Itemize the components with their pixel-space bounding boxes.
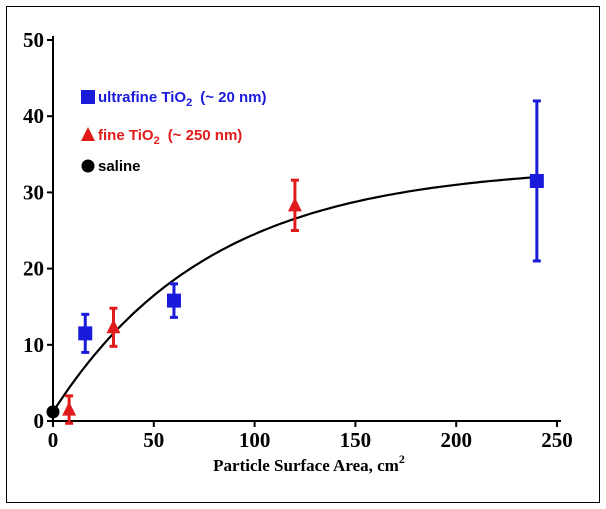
fine-point: [287, 197, 302, 212]
y-tick-label: 40: [23, 104, 44, 128]
y-tick-label: 30: [23, 180, 44, 204]
saline-point: [46, 405, 60, 419]
fine-point: [62, 401, 77, 416]
chart-plot: 0 50 100 150 200 250 0 10 20 30 40 50 ultrafine TiO…: [23, 28, 573, 475]
x-tick-label: 0: [48, 428, 59, 452]
data-marks: [46, 99, 544, 425]
x-tick-label: 150: [340, 428, 372, 452]
axes: 0 50 100 150 200 250 0 10 20 30 40 50: [23, 28, 573, 452]
y-tick-label: 20: [23, 257, 44, 281]
legend: ultrafine TiO2 (~ 20 nm) fine TiO2 (~ 250 n…: [81, 89, 266, 175]
y-tick-label: 10: [23, 333, 44, 357]
fine-point: [106, 319, 121, 334]
x-tick-label: 100: [239, 428, 271, 452]
ultrafine-point: [166, 293, 181, 308]
x-tick-label: 250: [541, 428, 573, 452]
legend-marker-fine: [81, 127, 95, 141]
x-tick-label: 50: [143, 428, 164, 452]
x-axis-label: Particle Surface Area, cm2: [213, 452, 405, 475]
chart-frame: 0 50 100 150 200 250 0 10 20 30 40 50 ultrafine TiO…: [6, 6, 600, 503]
x-tick-label: 200: [440, 428, 472, 452]
y-tick-label: 50: [23, 28, 44, 52]
legend-marker-ultrafine: [81, 90, 95, 104]
legend-marker-saline: [81, 159, 95, 173]
x-axis-label-superscript: 2: [399, 452, 405, 466]
y-tick-label: 0: [34, 409, 45, 433]
ultrafine-point: [78, 326, 93, 341]
ultrafine-point: [529, 173, 544, 188]
legend-label-ultrafine: ultrafine TiO2 (~ 20 nm): [98, 89, 266, 109]
legend-label-saline: saline: [98, 158, 141, 175]
legend-label-fine: fine TiO2 (~ 250 nm): [98, 127, 242, 147]
